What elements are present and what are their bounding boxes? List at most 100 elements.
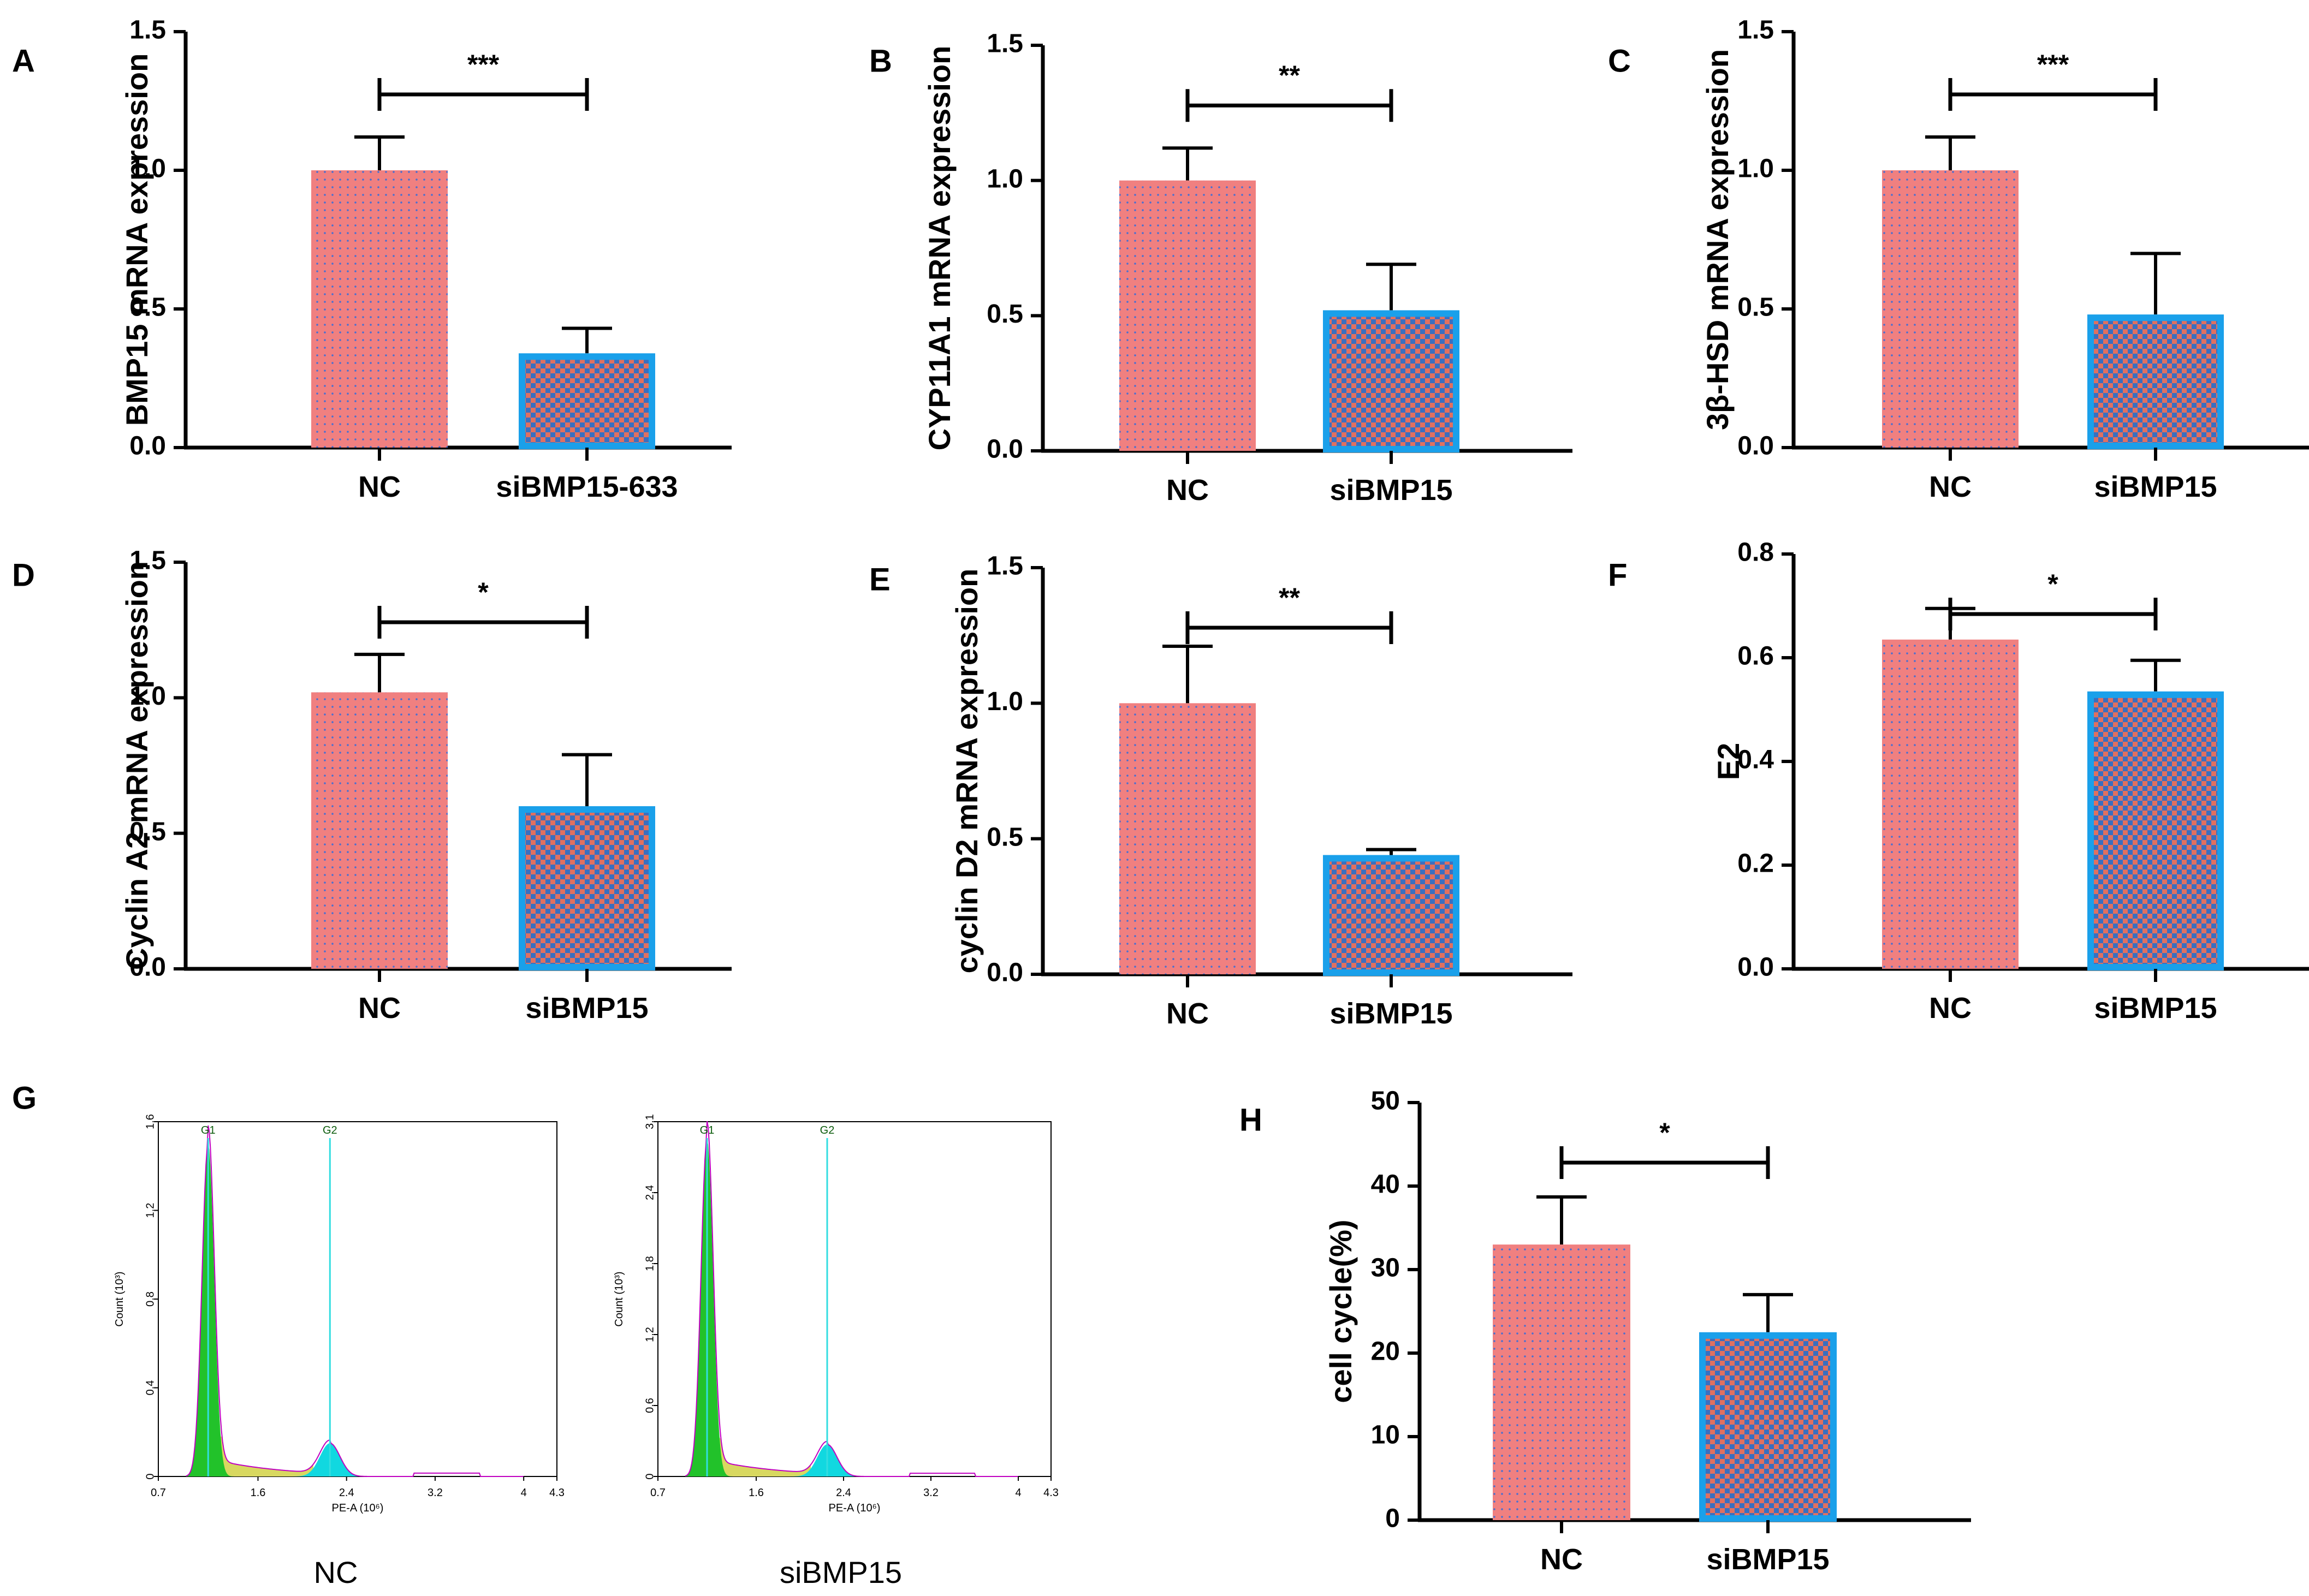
y-tick-label: 0.6 <box>644 1398 656 1413</box>
y-tick-label: 1.5 <box>129 546 166 575</box>
panel-label: F <box>1608 558 1627 593</box>
y-tick-label: 1.0 <box>1737 154 1774 183</box>
y-tick-label: 0.4 <box>144 1380 156 1396</box>
x-category-label: siBMP15 <box>1329 997 1452 1030</box>
y-tick-label: 1.2 <box>144 1203 156 1218</box>
y-axis-label: cyclin D2 mRNA expression <box>949 569 984 974</box>
y-tick-label: 0.6 <box>1737 642 1774 671</box>
flow-histogram-sibmp15: G1 G2 0.7 1.6 2.4 3.2 4 4.3 0 0.6 1.2 1.8 2.4 3.1 PE-A… <box>613 1114 1059 1589</box>
bar-sibmp15 <box>1323 310 1459 453</box>
significance-marker: *** <box>467 49 500 80</box>
x-axis-label: PE-A (10⁶) <box>332 1502 384 1514</box>
significance-marker: * <box>478 577 489 608</box>
bar-sibmp15 <box>519 806 655 970</box>
chart-panel-B: B 0.0 0.5 1.0 1.5 CYP11A1 mRNA expression NC si… <box>869 29 1572 507</box>
y-tick-label: 1.8 <box>644 1256 656 1271</box>
x-tick-label: 4.3 <box>1043 1487 1059 1499</box>
bar-nc <box>311 692 448 969</box>
y-tick-label: 1.2 <box>644 1327 656 1342</box>
y-tick-label: 0.4 <box>1737 746 1774 775</box>
y-tick-label: 0.0 <box>987 435 1023 464</box>
x-tick-label: 3.2 <box>428 1487 443 1499</box>
x-category-label: NC <box>1929 992 1972 1025</box>
y-axis-label: Count (10³) <box>613 1271 625 1326</box>
y-tick-label: 0.0 <box>1737 953 1774 982</box>
y-axis-label: Cyclin A2 mRNA expression <box>120 561 154 970</box>
y-tick-label: 1.5 <box>1737 16 1774 45</box>
g2-peak-area <box>789 1444 887 1476</box>
y-tick-label: 0 <box>644 1473 656 1479</box>
panel-label: D <box>12 558 35 593</box>
bar-sibmp15-633 <box>519 353 655 450</box>
x-category-label: siBMP15 <box>525 992 648 1025</box>
y-tick-label: 1.5 <box>987 29 1023 58</box>
significance-marker: ** <box>1279 582 1300 613</box>
histogram-outline <box>186 1125 524 1477</box>
bar-sibmp15 <box>1699 1332 1837 1522</box>
gate-label: G2 <box>323 1124 337 1136</box>
gate-label: G2 <box>820 1124 835 1136</box>
s-phase-area <box>710 1438 811 1476</box>
flow-histograms: G G1 G2 0.7 1.6 2.4 3.2 4 4.3 0 0.4 0.8 1.2 1.6 PE-A (… <box>12 1081 1059 1589</box>
bar-nc <box>311 170 448 448</box>
y-tick-label: 0.0 <box>1737 432 1774 461</box>
bar-sibmp15 <box>2087 691 2224 970</box>
bar-nc <box>1882 170 2019 448</box>
x-category-label: NC <box>358 992 401 1025</box>
significance-marker: * <box>1659 1117 1670 1148</box>
y-tick-label: 0.2 <box>1737 849 1774 878</box>
bar-nc <box>1119 180 1256 451</box>
y-axis-label: E2 <box>1711 743 1746 781</box>
s-phase-area <box>211 1436 313 1476</box>
x-category-label: NC <box>1540 1543 1583 1576</box>
y-tick-label: 0.0 <box>987 958 1023 987</box>
flow-histogram-nc: G1 G2 0.7 1.6 2.4 3.2 4 4.3 0 0.4 0.8 1.2 1.6 PE-A (1… <box>114 1114 565 1589</box>
g1-peak-area <box>685 1139 734 1476</box>
y-tick-label: 0.8 <box>1737 538 1774 567</box>
bar-sibmp15 <box>1323 855 1459 976</box>
chart-panel-F: F 0.0 0.2 0.4 0.6 0.8 E2 NC siBMP15 * <box>1608 538 2309 1025</box>
y-tick-label: 50 <box>1371 1087 1400 1116</box>
gate-label: G1 <box>700 1124 715 1136</box>
panel-label: E <box>869 562 891 598</box>
y-tick-label: 0.5 <box>987 823 1023 851</box>
x-category-label: siBMP15 <box>2094 471 2217 503</box>
x-category-label: siBMP15 <box>1706 1543 1829 1576</box>
histogram-outline <box>685 1121 1018 1477</box>
x-category-label: NC <box>358 471 401 503</box>
g2-peak-area <box>291 1443 391 1476</box>
y-tick-label: 1.5 <box>129 16 166 45</box>
y-tick-label: 1.0 <box>129 682 166 711</box>
x-axis-label: PE-A (10⁶) <box>829 1502 881 1514</box>
chart-panel-C: C 0.0 0.5 1.0 1.53β-HSD mRNA expression NC siB… <box>1608 16 2309 503</box>
x-category-label: NC <box>1166 997 1209 1030</box>
y-axis-label: CYP11A1 mRNA expression <box>922 46 957 451</box>
y-tick-label: 0.5 <box>129 293 166 322</box>
x-category-label: siBMP15 <box>1329 474 1452 507</box>
significance-marker: *** <box>2037 49 2069 80</box>
x-tick-label: 4.3 <box>549 1487 565 1499</box>
charts-layer: A 0.0 0.5 1.0 1.5 BMP15 mRNA expression NC siBM… <box>12 16 2309 1576</box>
x-tick-label: 0.7 <box>151 1487 166 1499</box>
x-tick-label: 2.4 <box>836 1487 851 1499</box>
y-tick-label: 40 <box>1371 1170 1400 1199</box>
y-axis-label: BMP15 mRNA expression <box>120 53 154 426</box>
y-tick-label: 1.0 <box>987 164 1023 193</box>
x-category-label: siBMP15-633 <box>496 471 678 503</box>
y-axis-label: 3β-HSD mRNA expression <box>1700 49 1735 430</box>
y-tick-label: 10 <box>1371 1421 1400 1450</box>
y-axis-label: Count (10³) <box>114 1271 126 1326</box>
panel-label: A <box>12 44 35 79</box>
y-tick-label: 0 <box>144 1473 156 1479</box>
x-tick-label: 4 <box>1015 1487 1021 1499</box>
x-tick-label: 2.4 <box>339 1487 354 1499</box>
x-category-label: NC <box>1166 474 1209 507</box>
y-tick-label: 1.6 <box>144 1114 156 1129</box>
panel-label: G <box>12 1081 37 1116</box>
y-tick-label: 0.0 <box>129 953 166 982</box>
y-tick-label: 0 <box>1385 1504 1400 1533</box>
x-tick-label: 3.2 <box>923 1487 939 1499</box>
y-tick-label: 1.0 <box>987 687 1023 716</box>
